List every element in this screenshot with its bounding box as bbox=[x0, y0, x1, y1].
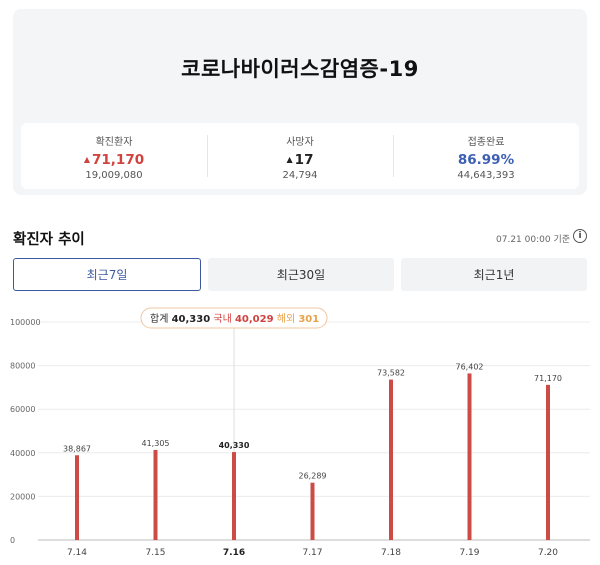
bar-value-label: 40,330 bbox=[219, 441, 250, 450]
section-title: 확진자 추이 bbox=[13, 232, 85, 248]
y-tick-label: 60000 bbox=[10, 405, 35, 414]
y-tick-label: 100000 bbox=[10, 318, 41, 327]
stat-confirmed: 확진환자 ▲ 71,170 19,009,080 bbox=[21, 123, 207, 189]
x-tick-label: 7.14 bbox=[67, 548, 87, 558]
x-tick-label: 7.16 bbox=[223, 548, 245, 558]
stat-label: 확진환자 bbox=[95, 137, 133, 148]
summary-card: 코로나바이러스감염증-19 확진환자 ▲ 71,170 19,009,080 사망… bbox=[13, 9, 587, 195]
tab-30days[interactable]: 최근30일 bbox=[208, 258, 394, 291]
tooltip: 합계 40,330 국내 40,029 해외 301 bbox=[140, 307, 328, 329]
y-tick-label: 0 bbox=[10, 536, 15, 545]
stat-value: ▲ 17 bbox=[286, 152, 314, 168]
bar-value-label: 71,170 bbox=[534, 374, 562, 383]
bar-7.15[interactable] bbox=[153, 449, 158, 540]
x-tick-label: 7.20 bbox=[538, 548, 558, 558]
bar-value-label: 38,867 bbox=[63, 444, 91, 453]
y-tick-label: 20000 bbox=[10, 492, 35, 501]
stat-label: 접종완료 bbox=[467, 137, 505, 148]
x-tick-label: 7.15 bbox=[145, 548, 165, 558]
bar-value-label: 41,305 bbox=[142, 439, 170, 448]
period-tabs: 최근7일 최근30일 최근1년 bbox=[13, 258, 587, 291]
tooltip-text: 합계 40,330 국내 40,029 해외 301 bbox=[150, 312, 319, 325]
bar-7.19[interactable] bbox=[467, 373, 472, 540]
bar-7.20[interactable] bbox=[546, 384, 550, 540]
stat-deaths: 사망자 ▲ 17 24,794 bbox=[207, 123, 393, 189]
y-tick-label: 40000 bbox=[10, 449, 35, 458]
basis-time: 07.21 00:00 기준 bbox=[496, 235, 570, 245]
up-arrow-icon: ▲ bbox=[286, 155, 293, 164]
bar-value-label: 76,402 bbox=[456, 362, 484, 371]
x-tick-label: 7.18 bbox=[381, 548, 401, 558]
up-arrow-icon: ▲ bbox=[83, 155, 91, 164]
tab-1year[interactable]: 최근1년 bbox=[401, 258, 587, 291]
trend-chart: 0 20000 40000 60000 80000 100000 38,867 7.14 41… bbox=[10, 307, 590, 558]
stat-value: 86.99% bbox=[457, 152, 515, 168]
tab-7days[interactable]: 최근7일 bbox=[13, 258, 201, 291]
stat-value: ▲ 71,170 bbox=[83, 152, 145, 168]
stat-total: 19,009,080 bbox=[85, 170, 143, 181]
disease-title: 코로나바이러스감염증-19 bbox=[181, 57, 419, 81]
info-icon[interactable]: i bbox=[573, 229, 587, 243]
x-tick-label: 7.19 bbox=[459, 548, 479, 558]
bar-7.18[interactable] bbox=[389, 379, 393, 540]
bar-7.16[interactable] bbox=[232, 452, 236, 540]
bar-value-label: 73,582 bbox=[377, 369, 405, 378]
x-tick-label: 7.17 bbox=[302, 548, 322, 558]
stat-total: 24,794 bbox=[282, 170, 318, 181]
stat-vaccinated: 접종완료 86.99% 44,643,393 bbox=[393, 123, 579, 189]
stats-panel: 확진환자 ▲ 71,170 19,009,080 사망자 ▲ 17 24,794 접… bbox=[21, 123, 579, 189]
bar-value-label: 26,289 bbox=[299, 472, 327, 481]
stat-label: 사망자 bbox=[286, 137, 314, 148]
y-tick-label: 80000 bbox=[10, 362, 35, 371]
bar-7.14[interactable] bbox=[75, 455, 79, 540]
stat-total: 44,643,393 bbox=[457, 170, 515, 181]
bar-7.17[interactable] bbox=[310, 482, 315, 540]
tooltip-box bbox=[140, 307, 328, 329]
